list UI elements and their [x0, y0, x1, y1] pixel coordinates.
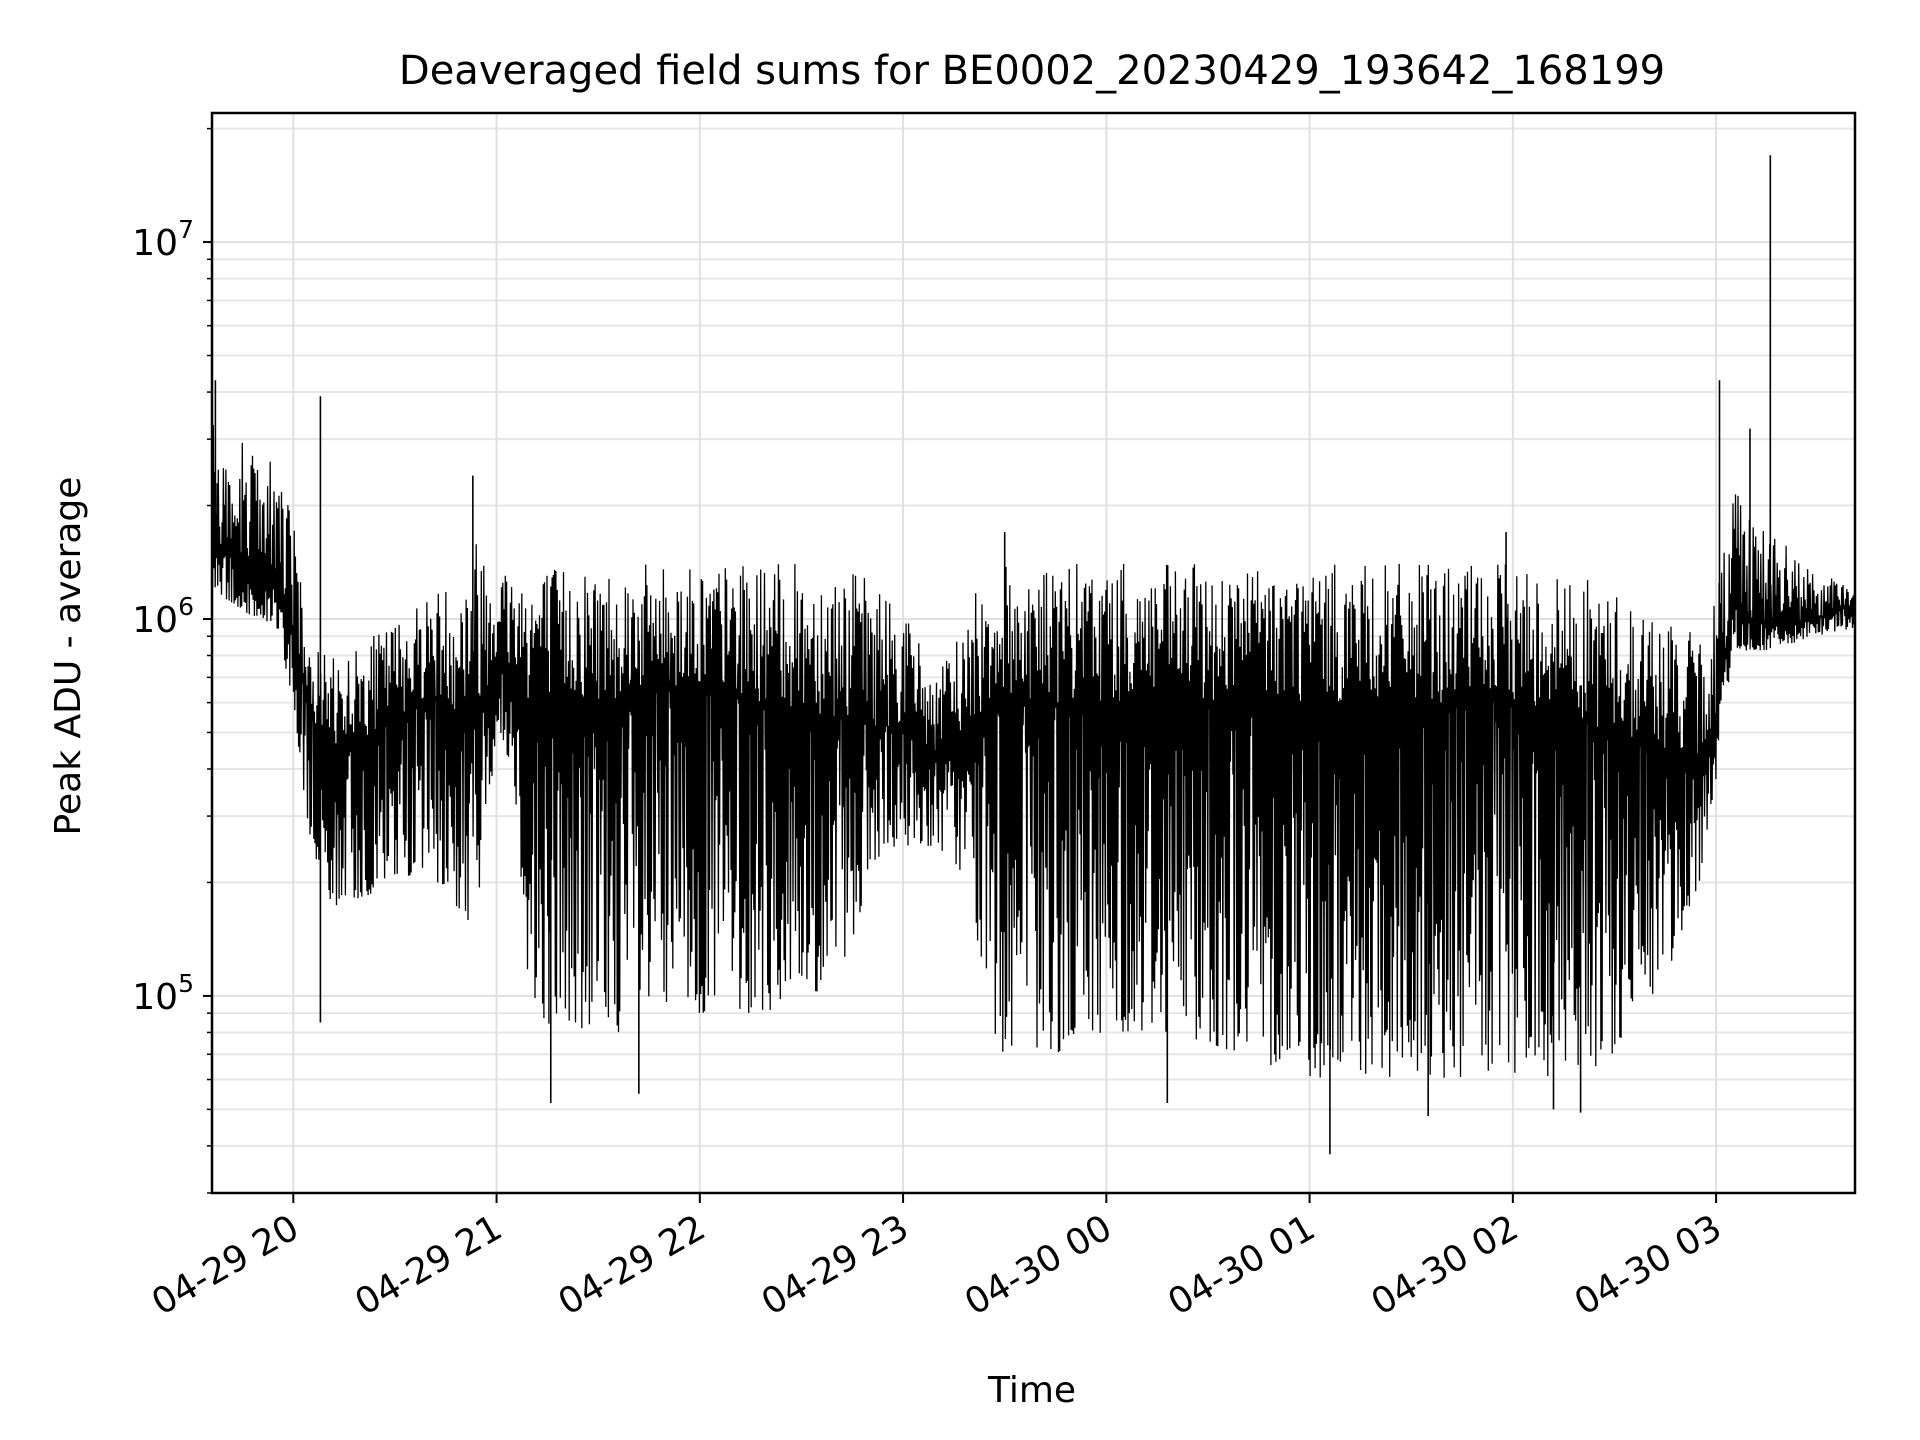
chart-title: Deaveraged field sums for BE0002_2023042…	[399, 48, 1665, 94]
x-axis-label: Time	[987, 1370, 1076, 1411]
axes-frame	[210, 111, 1857, 1195]
y-tick-label: 106	[132, 592, 194, 641]
y-axis-label: Peak ADU - average	[48, 477, 89, 836]
y-tick-label: 107	[132, 215, 194, 264]
y-tick-label: 105	[132, 969, 194, 1018]
